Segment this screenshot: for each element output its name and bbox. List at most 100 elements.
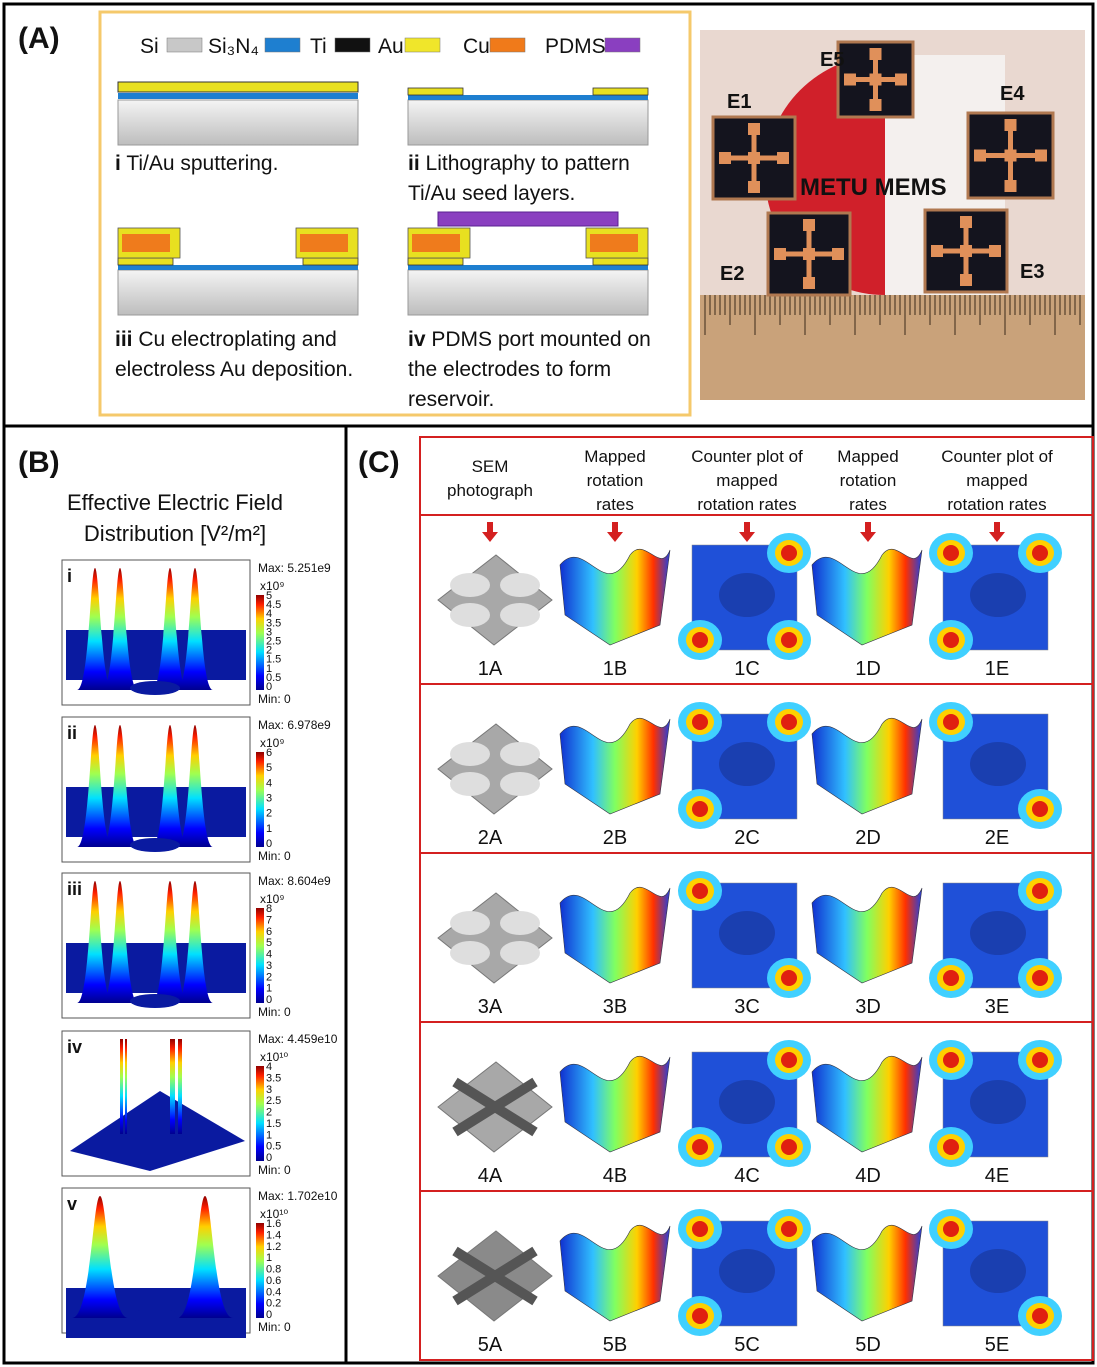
ti-layer bbox=[408, 265, 648, 270]
chip-pad bbox=[931, 245, 943, 257]
red-arrow bbox=[607, 522, 623, 542]
colorbar-tick: 1 bbox=[266, 1129, 272, 1141]
legend-swatch bbox=[490, 38, 525, 52]
surface-hole bbox=[130, 681, 180, 695]
step-caption: reservoir. bbox=[408, 388, 494, 411]
ti-layer bbox=[118, 265, 358, 270]
column-header: rates bbox=[596, 495, 634, 514]
legend-swatch bbox=[335, 38, 370, 52]
cell-label: 4A bbox=[478, 1165, 503, 1187]
contour-blob bbox=[970, 1249, 1026, 1293]
sem-pad bbox=[450, 911, 490, 935]
legend-label: Ti bbox=[310, 35, 327, 58]
min-label: Min: 0 bbox=[258, 692, 291, 706]
surface-3d bbox=[812, 549, 922, 645]
cell-label: 1E bbox=[985, 658, 1009, 680]
contour-ring bbox=[692, 883, 708, 899]
chip-pad bbox=[803, 248, 815, 260]
cell-label: 2C bbox=[734, 827, 760, 849]
surface-3d bbox=[560, 1225, 670, 1321]
step-caption: ii Lithography to pattern bbox=[408, 152, 630, 175]
column-header: Counter plot of bbox=[941, 447, 1053, 466]
chip-pad bbox=[803, 219, 815, 231]
ti-layer bbox=[118, 93, 358, 99]
cell-label: 1A bbox=[478, 658, 503, 680]
legend-label: PDMS bbox=[545, 35, 606, 58]
cell-label: 5C bbox=[734, 1334, 760, 1356]
contour-blob bbox=[970, 742, 1026, 786]
colorbar-tick: 1 bbox=[266, 1252, 272, 1264]
cell-label: 4D bbox=[855, 1165, 881, 1187]
colorbar-tick: 7 bbox=[266, 914, 272, 926]
sem-pad bbox=[500, 742, 540, 766]
chip-pad bbox=[989, 245, 1001, 257]
colorbar-tick: 4 bbox=[266, 777, 272, 789]
surface-3d bbox=[560, 1056, 670, 1152]
cell-label: 2A bbox=[478, 827, 503, 849]
legend-swatch bbox=[405, 38, 440, 52]
panel-label: (A) bbox=[18, 22, 60, 55]
panel-label: (B) bbox=[18, 446, 60, 479]
exponent-label: x10⁹ bbox=[260, 892, 285, 906]
chip-pad bbox=[960, 274, 972, 286]
cu-core bbox=[122, 234, 170, 252]
surface-hole bbox=[130, 1309, 180, 1323]
max-label: Max: 8.604e9 bbox=[258, 874, 331, 888]
colorbar-tick: 3.5 bbox=[266, 1072, 281, 1084]
colorbar-tick: 1.5 bbox=[266, 1118, 281, 1130]
cell-label: 1B bbox=[603, 658, 627, 680]
surface-hole bbox=[130, 994, 180, 1008]
photo-label: E5 bbox=[820, 49, 844, 71]
contour-ring bbox=[692, 1308, 708, 1324]
column-header: Mapped bbox=[584, 447, 645, 466]
cell-label: 2B bbox=[603, 827, 627, 849]
photo-label: E3 bbox=[1020, 261, 1044, 283]
colorbar-tick: 1 bbox=[266, 823, 272, 835]
column-header: Mapped bbox=[837, 447, 898, 466]
colorbar-tick: 5 bbox=[266, 762, 272, 774]
legend-swatch bbox=[167, 38, 202, 52]
colorbar-tick: 0.5 bbox=[266, 1141, 281, 1153]
contour-ring bbox=[692, 632, 708, 648]
contour-blob bbox=[970, 1080, 1026, 1124]
column-header: rotation rates bbox=[947, 495, 1046, 514]
step-numeral: iii bbox=[115, 328, 133, 351]
cell-label: 3A bbox=[478, 996, 503, 1018]
contour-blob bbox=[719, 573, 775, 617]
plot-label: ii bbox=[67, 723, 77, 743]
exponent-label: x10¹⁰ bbox=[260, 1050, 288, 1064]
cell-label: 4E bbox=[985, 1165, 1009, 1187]
sem-pad bbox=[500, 573, 540, 597]
si-layer bbox=[118, 270, 358, 315]
step-text: reservoir. bbox=[408, 388, 494, 411]
contour-blob bbox=[970, 573, 1026, 617]
contour-blob bbox=[719, 742, 775, 786]
pdms-port bbox=[438, 212, 618, 226]
cell-label: 1C bbox=[734, 658, 760, 680]
legend-label: Cu bbox=[463, 35, 490, 58]
figure: (A)SiSi₃N₄TiAuCuPDMSi Ti/Au sputtering.i… bbox=[0, 0, 1097, 1367]
colorbar-tick: 4 bbox=[266, 949, 272, 961]
colorbar-tick: 0.2 bbox=[266, 1298, 281, 1310]
contour-blob bbox=[719, 1249, 775, 1293]
photo-label: METU MEMS bbox=[800, 174, 947, 201]
sem-pad bbox=[450, 772, 490, 796]
contour-blob bbox=[719, 1080, 775, 1124]
contour-ring bbox=[692, 801, 708, 817]
photo-label: E4 bbox=[1000, 83, 1025, 105]
chip-pad bbox=[960, 216, 972, 228]
cell-label: 2E bbox=[985, 827, 1009, 849]
colorbar-tick: 3 bbox=[266, 793, 272, 805]
plot-label: v bbox=[67, 1194, 77, 1214]
min-label: Min: 0 bbox=[258, 1163, 291, 1177]
legend-label: Si bbox=[140, 35, 159, 58]
cell-label: 3E bbox=[985, 996, 1009, 1018]
chip-pad bbox=[870, 99, 882, 111]
chip-pad bbox=[803, 277, 815, 289]
step-numeral: iv bbox=[408, 328, 426, 351]
cell-label: 5B bbox=[603, 1334, 627, 1356]
surface-3d bbox=[812, 718, 922, 814]
surface-spike bbox=[178, 1039, 182, 1134]
chip-pad bbox=[748, 152, 760, 164]
chip-pad bbox=[1035, 150, 1047, 162]
